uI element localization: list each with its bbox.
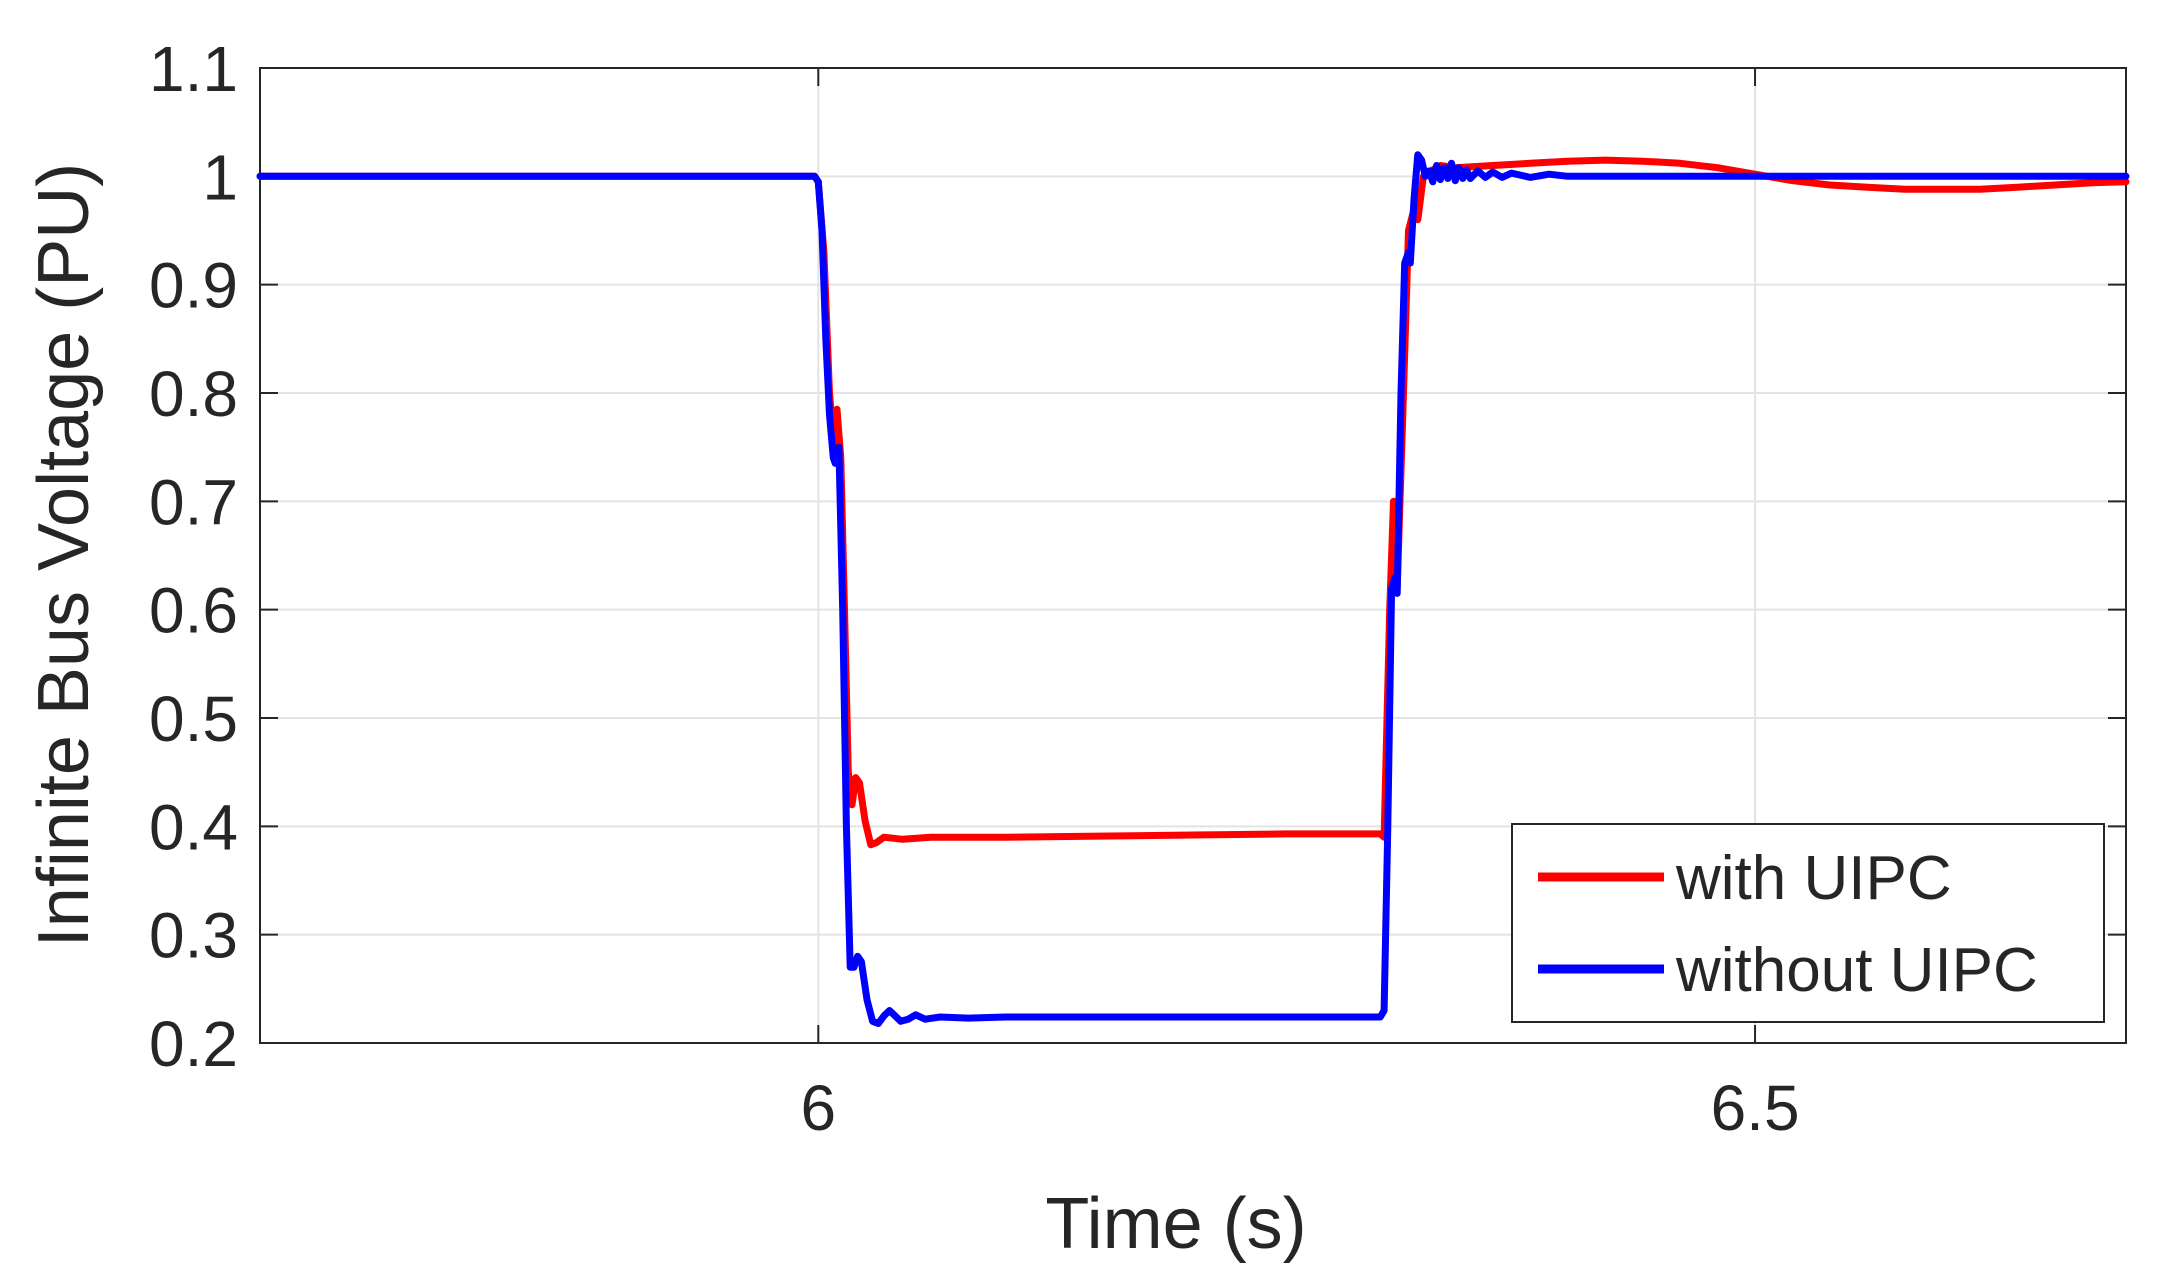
y-axis-title: Infinite Bus Voltage (PU) <box>24 163 104 947</box>
y-tick-label: 0.2 <box>149 1008 238 1080</box>
y-tick-label: 1 <box>202 141 238 213</box>
legend: with UIPC without UIPC <box>1511 823 2105 1023</box>
axes: 0.2 0.3 0.4 0.5 0.6 0.7 0.8 0.9 1 1.1 6 6.5 <box>149 33 2127 1144</box>
y-tick-label: 0.9 <box>149 250 238 322</box>
legend-label-1: with UIPC <box>1675 844 1952 913</box>
series-lines <box>256 151 2130 1027</box>
y-tick-label: 0.8 <box>149 358 238 430</box>
y-tick-label: 0.5 <box>149 683 238 755</box>
plot-frame <box>259 67 2127 1044</box>
y-tick-label: 0.3 <box>149 900 238 972</box>
x-axis-title: Time (s) <box>1045 1184 1306 1264</box>
legend-label-2: without UIPC <box>1675 936 2038 1005</box>
y-tick-label: 0.7 <box>149 466 238 538</box>
y-tick-label: 0.4 <box>149 791 238 863</box>
x-tick-label: 6.5 <box>1711 1072 1800 1144</box>
y-tick-label: 0.6 <box>149 575 238 647</box>
y-tick-label: 1.1 <box>149 33 238 105</box>
x-tick-label: 6 <box>801 1072 837 1144</box>
legend-box <box>1511 823 2105 1023</box>
series-line-2 <box>256 151 2130 1027</box>
